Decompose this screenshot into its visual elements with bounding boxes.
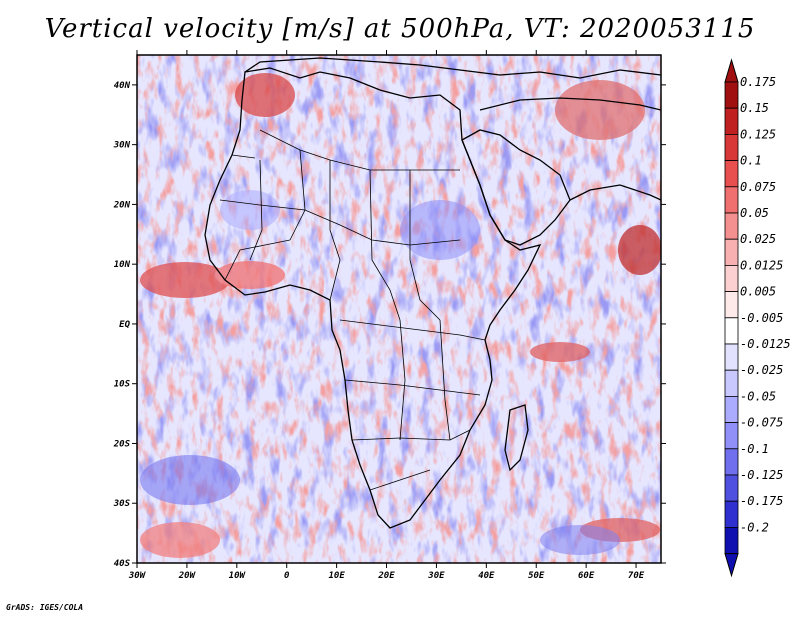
subsidence-patches (140, 190, 620, 555)
colorbar-swatch (724, 238, 739, 266)
colorbar-label: -0.1 (740, 442, 769, 456)
lon-tick-label: 10E (328, 571, 345, 581)
lat-tick-label: 10S (114, 380, 131, 390)
colorbar-swatch (724, 395, 739, 423)
colorbar-label: 0.175 (740, 75, 776, 89)
colorbar-label: -0.05 (740, 389, 776, 403)
lat-tick-label: 40N (114, 81, 131, 91)
colorbar-label: -0.125 (740, 468, 783, 482)
colorbar-bottom-arrow (724, 553, 739, 578)
colorbar-top-arrow (724, 58, 739, 83)
colorbar-label: -0.0125 (740, 337, 791, 351)
plot-title: Vertical velocity [m/s] at 500hPa, VT: 2… (44, 14, 756, 44)
colorbar-swatch (724, 107, 739, 135)
colorbar-swatch (724, 448, 739, 476)
ascent-patches (140, 73, 661, 558)
lon-tick-label: 60E (578, 571, 595, 581)
colorbar-swatch (724, 186, 739, 214)
colorbar-swatch (724, 500, 739, 528)
colorbar-label: 0.1 (740, 154, 762, 168)
lon-tick-label: 20W (178, 571, 197, 581)
colorbar-swatch (724, 422, 739, 450)
lat-tick-label: 20N (113, 200, 131, 210)
colorbar-swatch (724, 369, 739, 397)
colorbar-label: -0.175 (740, 494, 783, 508)
colorbar-swatch (724, 317, 739, 345)
lon-tick-label: 40E (478, 571, 495, 581)
colorbar-label: 0.075 (740, 180, 776, 194)
lon-tick-label: 20E (377, 571, 395, 581)
colorbar-label: 0.05 (740, 206, 769, 220)
lat-tick-label: 10N (114, 260, 131, 270)
colorbar-swatch (724, 291, 739, 319)
country-borders (219, 129, 486, 491)
colorbar-label: 0.15 (740, 101, 769, 115)
colorbar-swatch (724, 160, 739, 188)
lat-tick-label: EQ (119, 320, 130, 330)
colorbar-swatch (724, 212, 739, 240)
coastlines (204, 57, 661, 529)
colorbar-label: -0.005 (740, 311, 783, 325)
colorbar-label: 0.025 (740, 232, 776, 246)
colorbar-label: -0.075 (740, 416, 783, 430)
colorbar-label: -0.2 (740, 520, 769, 534)
colorbar-swatch (724, 343, 739, 371)
colorbar-label: 0.125 (740, 127, 776, 141)
lon-tick-label: 70E (628, 571, 645, 581)
lon-tick-label: 10W (229, 571, 247, 581)
lat-tick-label: 40S (114, 559, 131, 569)
colorbar-swatch (724, 133, 739, 161)
lat-tick-label: 20S (113, 439, 131, 449)
colorbar: 0.175 0.15 0.125 0.1 0.075 0.05 0.025 0.0125 0.0… (724, 58, 791, 578)
colorbar-swatch (724, 81, 739, 109)
latitude-axis: 40N 30N 20N 10N EQ 10S 20S 30S 40S (113, 81, 666, 569)
longitude-axis: 30W 20W 10W 0 10E 20E 30E 40E 50E 60E 70E (128, 50, 645, 581)
lon-tick-label: 0 (284, 571, 290, 581)
plot-frame (136, 54, 662, 564)
lat-tick-label: 30S (113, 499, 131, 509)
colorbar-swatch (724, 527, 739, 555)
velocity-field (137, 55, 661, 563)
colorbar-swatch (724, 474, 739, 502)
colorbar-swatch (724, 264, 739, 292)
colorbar-label: 0.005 (740, 285, 776, 299)
lon-tick-label: 30E (427, 571, 445, 581)
footer-credit: GrADS: IGES/COLA (6, 603, 84, 612)
lon-tick-label: 30W (128, 571, 147, 581)
colorbar-label: -0.025 (740, 363, 783, 377)
lon-tick-label: 50E (528, 571, 545, 581)
colorbar-label: 0.0125 (740, 258, 783, 272)
lat-tick-label: 30N (113, 141, 131, 151)
